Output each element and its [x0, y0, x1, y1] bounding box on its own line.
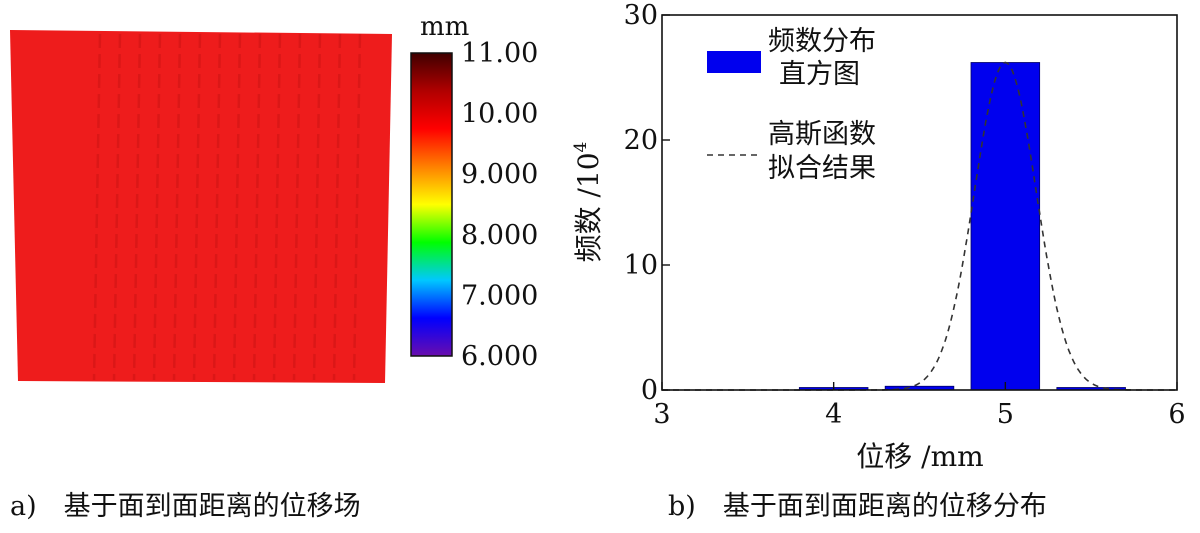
colorbar: mm 11.00 10.00 9.000 8.000 7.000 6.000 — [410, 12, 538, 372]
legend-hist-label-1: 频数分布 — [768, 26, 876, 57]
colorbar-unit: mm — [420, 12, 469, 42]
field-stripe — [192, 33, 202, 381]
field-stripe — [232, 33, 242, 381]
plot-area — [662, 61, 1177, 391]
legend: 频数分布 直方图 高斯函数 拟合结果 — [707, 26, 876, 184]
y-axis-label-text: 频数 /10 — [572, 152, 605, 262]
field-stripe — [172, 33, 182, 381]
y-axis-label-group: 频数 /104 — [571, 142, 605, 263]
displacement-field-panel — [10, 30, 392, 383]
colorbar-scale — [410, 52, 453, 357]
y-axis-ticks: 0 10 20 30 — [624, 0, 670, 406]
y-tick-label: 10 — [624, 250, 658, 281]
field-stripe — [312, 33, 322, 381]
field-stripe — [112, 33, 122, 381]
field-stripe — [352, 33, 362, 381]
colorbar-tick-label: 10.00 — [461, 99, 538, 130]
field-stripe — [152, 33, 162, 381]
colorbar-tick-label: 9.000 — [461, 159, 538, 190]
field-stripe — [132, 33, 142, 381]
x-axis-ticks: 3 4 5 6 — [653, 382, 1186, 430]
field-texture — [92, 33, 362, 381]
x-tick-label: 6 — [1168, 399, 1185, 430]
x-tick-label: 3 — [653, 399, 670, 430]
colorbar-tick-label: 7.000 — [461, 280, 538, 311]
x-tick-label: 4 — [825, 399, 842, 430]
x-tick-label: 5 — [997, 399, 1014, 430]
y-axis-label: 频数 /104 — [571, 142, 605, 263]
colorbar-tick-label: 11.00 — [461, 38, 538, 69]
legend-fit-label-2: 拟合结果 — [768, 153, 876, 184]
axes-frame — [661, 14, 1178, 391]
gaussian-fit-curve — [662, 61, 1177, 391]
y-axis-label-exponent: 4 — [571, 142, 591, 153]
displacement-field-surface — [10, 30, 392, 383]
histogram-bar — [970, 62, 1041, 391]
histogram-chart: 3 4 5 6 0 10 20 30 频数分布 直方图 高斯函数 拟合结果 位移 /mm 频… — [571, 0, 1186, 473]
field-stripe — [332, 33, 342, 381]
legend-fit-label-1: 高斯函数 — [768, 119, 876, 150]
colorbar-tick-label: 8.000 — [461, 220, 538, 251]
field-stripe — [272, 33, 282, 381]
y-tick-label: 0 — [641, 375, 658, 406]
field-stripe — [212, 33, 222, 381]
field-stripe — [252, 33, 262, 381]
field-stripe — [292, 33, 302, 381]
colorbar-tick-label: 6.000 — [461, 341, 538, 372]
caption-a: a) 基于面到面距离的位移场 — [10, 491, 361, 522]
legend-hist-label-2: 直方图 — [779, 59, 860, 90]
field-stripe — [92, 33, 102, 381]
legend-hist-swatch — [707, 51, 761, 73]
caption-b: b) 基于面到面距离的位移分布 — [668, 491, 1047, 522]
colorbar-ticks: 11.00 10.00 9.000 8.000 7.000 6.000 — [461, 38, 538, 372]
y-tick-label: 30 — [624, 0, 658, 31]
y-tick-label: 20 — [624, 125, 658, 156]
x-axis-label: 位移 /mm — [856, 440, 983, 473]
